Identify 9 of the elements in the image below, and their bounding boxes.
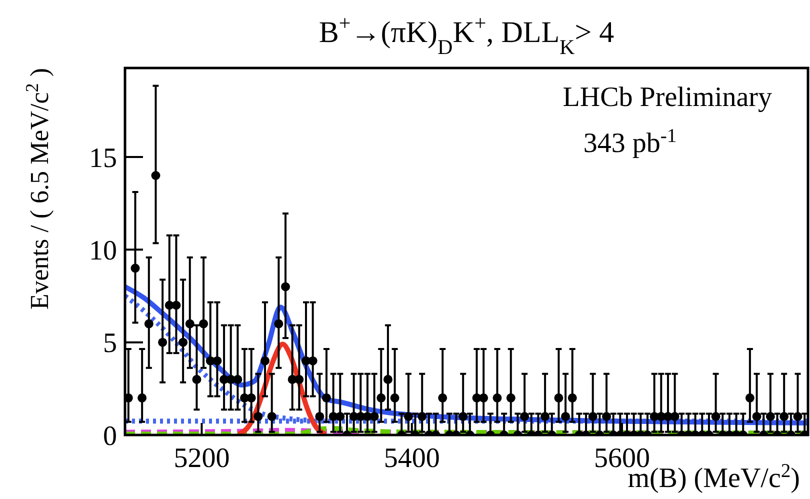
x-tick-label: 5400 xyxy=(384,443,440,474)
y-tick-label: 15 xyxy=(89,142,117,174)
x-tick-label: 5200 xyxy=(174,443,230,474)
annotation: LHCb Preliminary xyxy=(562,82,772,113)
y-tick-label: 5 xyxy=(103,328,117,360)
chart-title: B$^{+}$→(πK)$_{D}$K$^{+}$, DLL$_{K}$> 4 xyxy=(318,11,614,59)
y-tick-label: 0 xyxy=(103,420,117,452)
y-tick-label: 10 xyxy=(89,235,117,266)
annotation: 343 pb$^{-1}$ xyxy=(583,126,677,159)
